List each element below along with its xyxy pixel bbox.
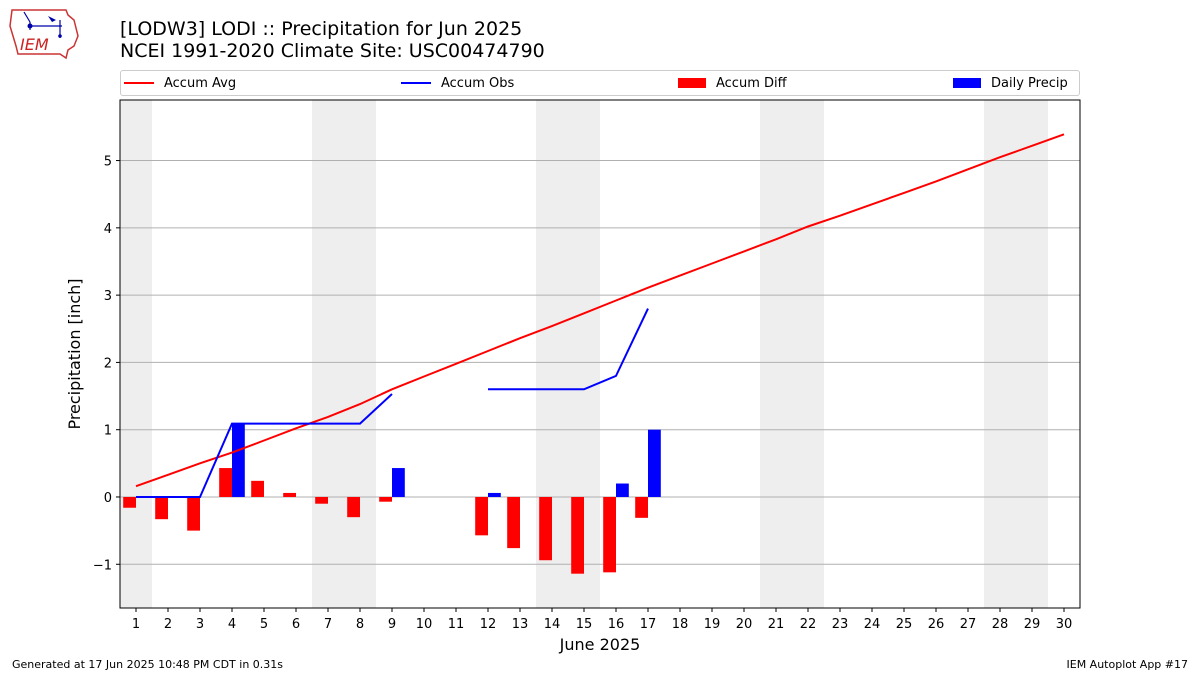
legend-item-accum-obs: Accum Obs	[401, 74, 514, 92]
footer-app: IEM Autoplot App #17	[1066, 658, 1189, 671]
x-tick-label: 20	[736, 617, 753, 632]
x-tick-label: 2	[164, 617, 172, 632]
legend: Accum Avg Accum Obs Accum Diff Daily Pre…	[120, 70, 1080, 96]
legend-swatch-accum-avg	[124, 82, 154, 84]
daily-precip-bar	[392, 468, 405, 497]
y-tick-label: 1	[104, 424, 112, 439]
legend-item-accum-diff: Accum Diff	[678, 74, 787, 92]
x-tick-label: 1	[132, 617, 140, 632]
accum-diff-bar	[251, 480, 264, 497]
accum-diff-bar	[475, 496, 488, 536]
plot-frame	[119, 99, 1081, 609]
x-tick-label: 22	[800, 617, 817, 632]
accum-diff-bar	[603, 496, 616, 573]
legend-item-accum-avg: Accum Avg	[124, 74, 236, 92]
x-tick-label: 14	[544, 617, 561, 632]
chart-subtitle: NCEI 1991-2020 Climate Site: USC00474790	[120, 40, 545, 62]
accum-diff-bar	[507, 496, 520, 549]
x-tick-label: 9	[388, 617, 396, 632]
accum-diff-bar	[315, 496, 328, 504]
daily-precip-bar	[616, 483, 629, 497]
daily-precip-bar	[232, 423, 245, 497]
y-tick-label: 5	[104, 155, 112, 170]
y-tick-label: 2	[104, 356, 112, 371]
x-tick-label: 24	[864, 617, 881, 632]
x-tick-label: 26	[928, 617, 945, 632]
accum-diff-bar	[379, 496, 392, 502]
x-tick-label: 8	[356, 617, 364, 632]
accum-avg-line	[135, 133, 1065, 488]
weekend-shade	[760, 100, 824, 608]
x-tick-label: 16	[608, 617, 625, 632]
legend-swatch-daily-precip	[953, 78, 981, 88]
x-axis-label: June 2025	[559, 635, 641, 654]
accum-diff-bar	[539, 496, 552, 561]
x-tick-label: 25	[896, 617, 913, 632]
legend-label-daily-precip: Daily Precip	[991, 75, 1068, 91]
y-tick-label: 0	[104, 491, 112, 506]
y-tick-label: 3	[104, 289, 112, 304]
accum-diff-bar	[187, 496, 200, 531]
legend-swatch-accum-diff	[678, 78, 706, 88]
accum-obs-line	[136, 393, 393, 498]
x-tick-label: 18	[672, 617, 689, 632]
daily-precip-bar	[488, 492, 501, 497]
weekend-shade	[120, 100, 152, 608]
accum-diff-bar	[123, 496, 136, 508]
x-tick-label: 23	[832, 617, 849, 632]
x-tick-label: 12	[480, 617, 497, 632]
state-outline	[9, 9, 79, 60]
x-tick-label: 13	[512, 617, 529, 632]
chart-title: [LODW3] LODI :: Precipitation for Jun 20…	[120, 18, 523, 40]
x-tick-label: 11	[448, 617, 465, 632]
x-tick-label: 30	[1056, 617, 1073, 632]
footer-generated: Generated at 17 Jun 2025 10:48 PM CDT in…	[12, 658, 284, 671]
legend-item-daily-precip: Daily Precip	[953, 74, 1068, 92]
legend-label-accum-avg: Accum Avg	[164, 75, 237, 91]
x-tick-label: 15	[576, 617, 593, 632]
x-tick-label: 7	[324, 617, 332, 632]
accum-obs-line	[488, 308, 649, 391]
accum-diff-bar	[155, 496, 168, 520]
logo-text: IEM	[20, 35, 49, 54]
daily-precip-bar	[648, 429, 661, 497]
x-tick-label: 10	[416, 617, 433, 632]
x-tick-label: 3	[196, 617, 204, 632]
accum-diff-bar	[635, 496, 648, 518]
legend-label-accum-diff: Accum Diff	[716, 75, 787, 91]
accum-diff-bar	[347, 496, 360, 518]
x-tick-label: 5	[260, 617, 268, 632]
accum-diff-bar	[571, 496, 584, 574]
legend-label-accum-obs: Accum Obs	[441, 75, 515, 91]
weekend-shade	[984, 100, 1048, 608]
accum-diff-bar	[219, 468, 232, 497]
x-tick-label: 19	[704, 617, 721, 632]
x-tick-label: 29	[1024, 617, 1041, 632]
legend-swatch-accum-obs	[401, 82, 431, 84]
y-tick-label: −1	[93, 558, 112, 573]
y-tick-label: 4	[104, 222, 112, 237]
x-tick-label: 28	[992, 617, 1009, 632]
weekend-shade	[312, 100, 376, 608]
x-tick-label: 17	[640, 617, 657, 632]
x-tick-label: 27	[960, 617, 977, 632]
iem-logo: IEM	[9, 9, 79, 60]
x-tick-label: 4	[228, 617, 236, 632]
y-axis-label: Precipitation [inch]	[65, 278, 84, 429]
x-tick-label: 6	[292, 617, 300, 632]
x-tick-label: 21	[768, 617, 785, 632]
accum-diff-bar	[283, 492, 296, 497]
